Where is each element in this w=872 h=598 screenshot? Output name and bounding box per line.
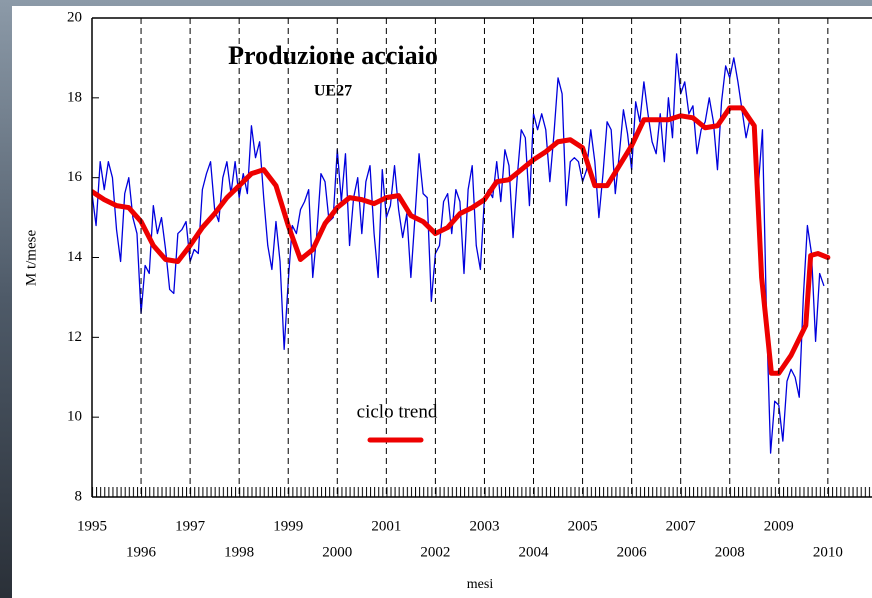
x-tick-label: 2009: [764, 518, 794, 534]
x-tick-label: 1998: [224, 544, 254, 560]
chart-title: Produzione acciaio: [228, 41, 438, 70]
y-tick-label: 14: [67, 249, 83, 265]
y-tick-label: 12: [67, 329, 82, 345]
x-tick-label: 2007: [666, 518, 697, 534]
series-line: [92, 105, 831, 376]
panel: [12, 6, 872, 598]
x-tick-label: 2008: [715, 544, 745, 560]
series-line: [92, 53, 825, 454]
y-tick-label: 20: [67, 9, 82, 25]
x-tick-label: 2010: [813, 544, 843, 560]
y-tick-label: 16: [67, 169, 83, 185]
x-tick-label: 2000: [322, 544, 352, 560]
y-tick-label: 10: [67, 409, 82, 425]
y-tick-label: 18: [67, 89, 82, 105]
x-tick-label: 2001: [371, 518, 401, 534]
plot: [92, 53, 831, 454]
x-tick-label: 2003: [469, 518, 499, 534]
x-tick-label: 2002: [420, 544, 450, 560]
x-axis-label: mesi: [467, 577, 494, 592]
x-tick-label: 2004: [519, 544, 550, 560]
x-tick-label: 1996: [126, 544, 157, 560]
minor-ticks: [92, 487, 872, 497]
y-tick-label: 8: [75, 488, 83, 504]
x-tick-label: 1995: [77, 518, 107, 534]
x-tick-label: 1999: [273, 518, 303, 534]
x-tick-label: 2005: [568, 518, 598, 534]
y-axis-label: M t/mese: [23, 230, 39, 287]
legend-label: ciclo trend: [357, 401, 438, 422]
chart-subtitle: UE27: [314, 83, 352, 100]
x-tick-label: 1997: [175, 518, 206, 534]
x-tick-label: 2006: [617, 544, 648, 560]
